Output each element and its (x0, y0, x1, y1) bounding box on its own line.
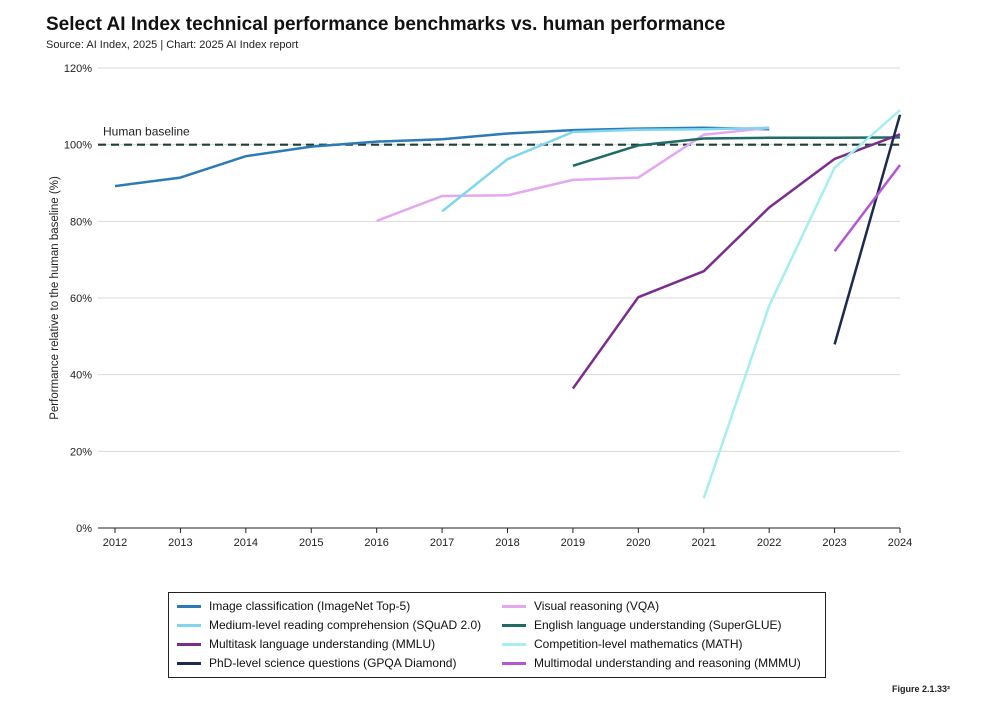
y-tick-label: 0% (76, 523, 92, 535)
legend-label: PhD-level science questions (GPQA Diamon… (209, 656, 457, 670)
legend-item: Competition-level mathematics (MATH) (502, 637, 743, 651)
human-baseline: Human baseline (98, 125, 900, 146)
legend-label: Visual reasoning (VQA) (534, 599, 660, 613)
y-tick-label: 80% (70, 216, 92, 228)
y-tick-label: 20% (70, 446, 92, 458)
legend-item: Medium-level reading comprehension (SQuA… (177, 618, 481, 632)
series-line (571, 133, 901, 390)
legend-swatch (177, 661, 201, 665)
legend-swatch (177, 623, 201, 627)
x-tick-label: 2016 (364, 537, 388, 549)
legend-label: English language understanding (SuperGLU… (534, 618, 782, 632)
y-tick-label: 100% (64, 140, 92, 152)
legend-swatch (502, 604, 526, 608)
x-tick-label: 2018 (495, 537, 519, 549)
legend-swatch (177, 642, 201, 646)
legend-item: Multitask language understanding (MMLU) (177, 637, 435, 651)
y-tick-label: 40% (70, 370, 92, 382)
x-tick-label: 2020 (626, 537, 650, 549)
legend-item: Image classification (ImageNet Top-5) (177, 599, 410, 613)
legend-swatch (177, 604, 201, 608)
x-tick-label: 2022 (757, 537, 781, 549)
x-tick-label: 2014 (234, 537, 258, 549)
x-tick-label: 2012 (103, 537, 127, 549)
grid-lines (98, 67, 900, 452)
legend-label: Medium-level reading comprehension (SQuA… (209, 618, 482, 632)
series-line (702, 109, 901, 499)
legend-item: Multimodal understanding and reasoning (… (502, 656, 801, 670)
x-tick-label: 2019 (561, 537, 585, 549)
x-tick-label: 2023 (822, 537, 846, 549)
x-tick-label: 2017 (430, 537, 454, 549)
series-line (572, 136, 901, 167)
y-axis-label: Performance relative to the human baseli… (49, 176, 61, 420)
chart-subtitle: Source: AI Index, 2025 | Chart: 2025 AI … (46, 39, 299, 51)
chart-title: Select AI Index technical performance be… (46, 14, 726, 35)
legend-label: Multimodal understanding and reasoning (… (534, 656, 801, 670)
y-tick-label: 60% (70, 293, 92, 305)
legend-item: English language understanding (SuperGLU… (502, 618, 782, 632)
legend-label: Competition-level mathematics (MATH) (534, 637, 743, 651)
series-line (833, 114, 902, 345)
series-line (833, 164, 901, 252)
x-tick-label: 2013 (168, 537, 192, 549)
legend-label: Multitask language understanding (MMLU) (209, 637, 436, 651)
series-line (441, 126, 770, 213)
y-tick-labels: 0% 20% 40% 60% 80% 100% 120% (64, 63, 92, 535)
x-tick-labels: 2012 2013 2014 2015 2016 2017 2018 2019 2020 2021… (103, 528, 912, 549)
y-tick-label: 120% (64, 63, 92, 75)
human-baseline-label: Human baseline (103, 125, 190, 139)
legend-item: PhD-level science questions (GPQA Diamon… (177, 656, 456, 670)
figure-label: Figure 2.1.33² (891, 684, 950, 694)
series-line (376, 126, 770, 223)
legend-item: Visual reasoning (VQA) (502, 599, 659, 613)
x-tick-label: 2024 (888, 537, 912, 549)
chart-legend: Image classification (ImageNet Top-5) Vis… (168, 592, 826, 678)
series-lines (114, 109, 902, 499)
x-tick-label: 2021 (692, 537, 716, 549)
legend-swatch (502, 623, 526, 627)
line-chart: 0%20%40%60%80%100%120% 2012 2013 2014 2015 2… (49, 63, 912, 549)
legend-swatch (502, 661, 526, 665)
legend-label: Image classification (ImageNet Top-5) (209, 599, 411, 613)
legend-swatch (502, 642, 526, 646)
x-tick-label: 2015 (299, 537, 323, 549)
